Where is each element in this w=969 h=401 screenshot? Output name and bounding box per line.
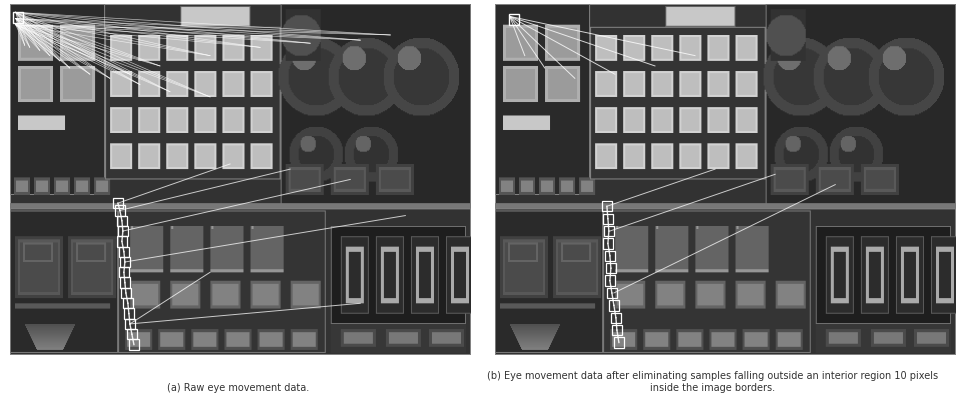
Bar: [13, 12, 22, 22]
Bar: [508, 14, 518, 24]
Bar: [129, 339, 139, 350]
Bar: [607, 288, 616, 298]
Bar: [125, 319, 135, 329]
Bar: [611, 325, 621, 335]
Bar: [120, 257, 130, 267]
Text: (a) Raw eye movement data.: (a) Raw eye movement data.: [167, 383, 308, 393]
Bar: [603, 238, 612, 249]
Bar: [119, 247, 129, 257]
Bar: [605, 251, 614, 261]
Bar: [119, 267, 129, 277]
Bar: [114, 205, 125, 216]
Bar: [124, 308, 134, 319]
Bar: [605, 275, 614, 286]
Bar: [118, 226, 128, 236]
Bar: [606, 263, 615, 273]
Bar: [116, 236, 127, 247]
Bar: [112, 198, 123, 209]
Bar: [120, 277, 130, 288]
Bar: [603, 213, 612, 224]
Bar: [609, 300, 618, 310]
Bar: [604, 226, 613, 236]
Bar: [610, 312, 620, 323]
Text: (b) Eye movement data after eliminating samples falling outside an interior regi: (b) Eye movement data after eliminating …: [486, 371, 938, 393]
Bar: [116, 216, 127, 226]
Bar: [127, 329, 137, 339]
Bar: [123, 298, 133, 308]
Bar: [121, 288, 131, 298]
Bar: [613, 337, 623, 348]
Bar: [601, 201, 611, 211]
